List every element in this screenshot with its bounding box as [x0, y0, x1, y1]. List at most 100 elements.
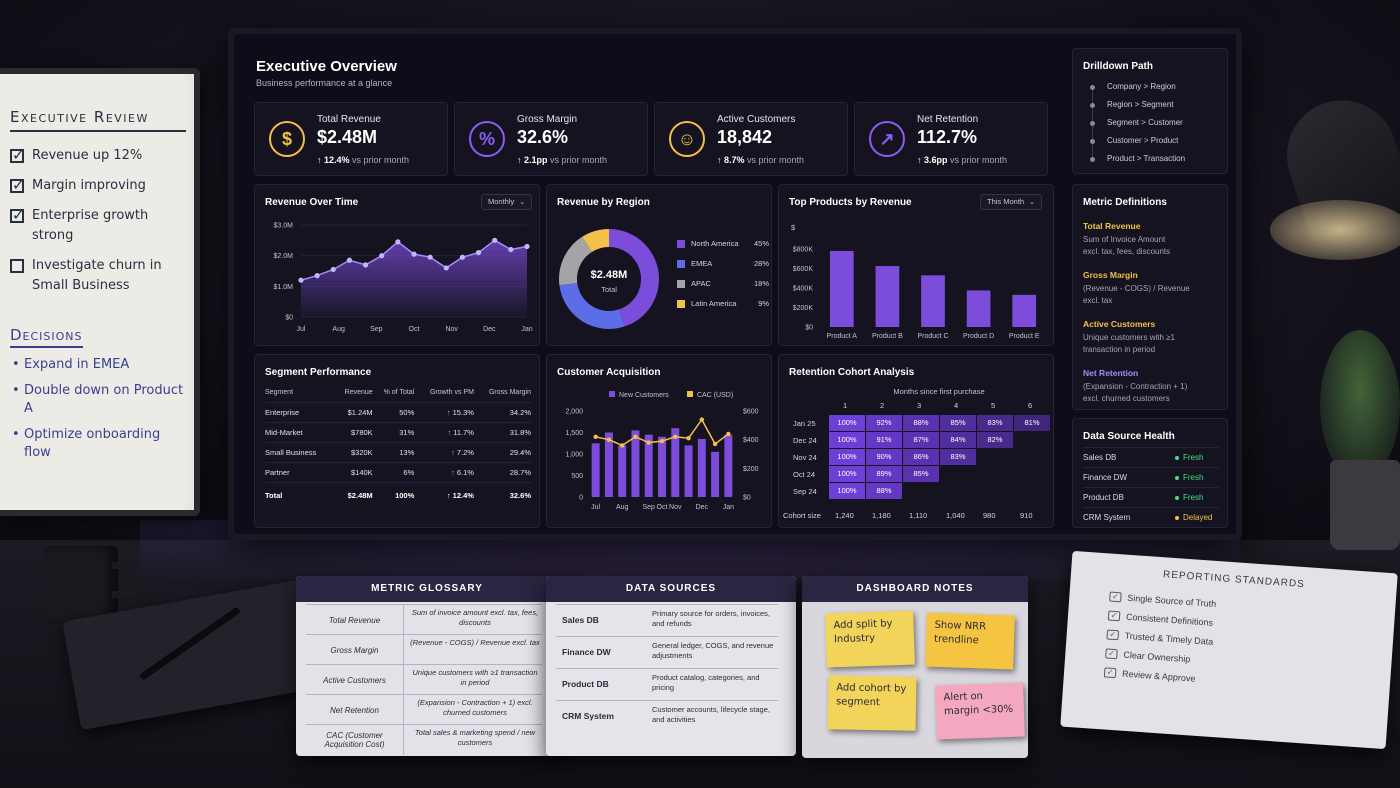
path-node-icon — [1090, 121, 1095, 126]
table-row[interactable]: Small Business $320K 13% ↑ 7.2% 29.4% — [265, 442, 531, 463]
product-bar[interactable] — [1012, 294, 1037, 327]
cell-share: 13% — [372, 442, 415, 463]
table-row[interactable]: Partner $140K 6% ↑ 6.1% 28.7% — [265, 462, 531, 483]
cohort-cell[interactable]: 100% — [829, 449, 865, 465]
check-box-icon: ✓ — [1105, 648, 1118, 660]
cohort-cell[interactable]: 91% — [866, 432, 902, 448]
new-customers-bar[interactable] — [671, 428, 680, 497]
revenue-point[interactable] — [524, 243, 530, 250]
cohort-cell[interactable]: 84% — [940, 432, 976, 448]
y-tick-label-left: 500 — [571, 473, 583, 480]
cohort-cell[interactable]: 85% — [940, 415, 976, 431]
cohort-cell[interactable]: 88% — [903, 415, 939, 431]
cohort-cell[interactable]: 100% — [829, 415, 865, 431]
drilldown-item[interactable]: Company > Region — [1107, 82, 1176, 91]
data-source-row[interactable]: Finance DW Fresh — [1083, 467, 1219, 487]
revenue-point[interactable] — [492, 237, 498, 243]
glossary-term: Total Revenue — [306, 605, 404, 635]
new-customers-bar[interactable] — [724, 434, 733, 497]
kpi-value: 18,842 — [717, 127, 773, 147]
cohort-cell[interactable]: 87% — [903, 432, 939, 448]
kpi-card[interactable]: ☺ Active Customers 18,842 ↑ 8.7% vs prior m… — [654, 102, 848, 176]
product-bar[interactable] — [921, 275, 945, 327]
revenue-point[interactable] — [459, 254, 466, 260]
cohort-cell[interactable]: 89% — [866, 466, 902, 482]
cac-point[interactable] — [659, 438, 665, 444]
cohort-cell[interactable]: 85% — [903, 466, 939, 482]
cohort-cell[interactable]: 100% — [829, 432, 865, 448]
table-row[interactable]: Mid-Market $780K 31% ↑ 11.7% 31.8% — [265, 422, 531, 443]
cac-point[interactable] — [606, 437, 612, 442]
product-bar[interactable] — [829, 250, 854, 327]
new-customers-bar[interactable] — [644, 434, 653, 497]
revenue-point[interactable] — [443, 265, 449, 271]
cohort-cell[interactable]: 83% — [977, 415, 1013, 431]
cohort-cell[interactable]: 83% — [940, 449, 976, 465]
drilldown-item[interactable]: Region > Segment — [1107, 100, 1174, 109]
cac-point[interactable] — [633, 434, 638, 439]
x-tick-label: Jan — [521, 326, 532, 333]
revenue-point[interactable] — [411, 251, 417, 257]
cac-point[interactable] — [712, 441, 718, 447]
legend-label: APAC — [691, 279, 711, 288]
data-source-row[interactable]: CRM System Delayed — [1083, 507, 1219, 527]
revenue-point[interactable] — [379, 253, 385, 259]
data-source-sheet-row: Product DB Product catalog, categories, a… — [556, 668, 778, 700]
revenue-point[interactable] — [314, 273, 320, 279]
cohort-cell[interactable]: 88% — [866, 483, 902, 499]
sticky-note: Show NRR trendline — [925, 612, 1015, 670]
cac-point[interactable] — [619, 443, 625, 448]
new-customers-bar[interactable] — [697, 438, 706, 497]
table-row[interactable]: Enterprise $1.24M 50% ↑ 15.3% 34.2% — [265, 402, 531, 423]
revenue-point[interactable] — [330, 266, 336, 273]
drilldown-item[interactable]: Product > Transaction — [1107, 154, 1186, 163]
new-customers-bar[interactable] — [591, 443, 600, 497]
donut-slice[interactable] — [582, 229, 609, 252]
donut-slice[interactable] — [609, 229, 659, 327]
cohort-cell[interactable]: 86% — [903, 449, 939, 465]
revenue-point[interactable] — [298, 277, 304, 283]
new-customers-bar[interactable] — [631, 430, 640, 497]
drilldown-item[interactable]: Segment > Customer — [1107, 118, 1183, 127]
period-dropdown[interactable]: Monthly ⌄ — [481, 194, 533, 210]
revenue-point[interactable] — [346, 257, 353, 263]
revenue-point[interactable] — [475, 250, 482, 256]
kpi-card[interactable]: ↗ Net Retention 112.7% ↑ 3.6pp vs prior mon… — [854, 102, 1048, 176]
data-source-row[interactable]: Product DB Fresh — [1083, 487, 1219, 507]
product-bar[interactable] — [875, 266, 900, 327]
period-dropdown[interactable]: This Month ⌄ — [980, 194, 1042, 210]
decision-item: Optimize onboarding flow — [10, 426, 186, 462]
cohort-cell[interactable]: 92% — [866, 415, 902, 431]
cohort-cell[interactable]: 81% — [1014, 415, 1050, 431]
cohort-row-label: Sep 24 — [793, 487, 817, 496]
new-customers-bar[interactable] — [658, 436, 666, 497]
cac-point[interactable] — [726, 431, 731, 437]
cac-point[interactable] — [699, 417, 705, 422]
total-revenue: $2.48M — [334, 482, 373, 505]
x-tick-label: Aug — [616, 504, 629, 511]
product-bar[interactable] — [966, 290, 991, 327]
revenue-point[interactable] — [508, 246, 514, 253]
cohort-cell[interactable]: 90% — [866, 449, 902, 465]
new-customers-bar[interactable] — [618, 445, 627, 497]
cohort-cell[interactable]: 100% — [829, 466, 865, 482]
revenue-point[interactable] — [395, 239, 401, 245]
new-customers-bar[interactable] — [604, 432, 613, 498]
drilldown-item[interactable]: Customer > Product — [1107, 136, 1179, 145]
cohort-cell[interactable]: 100% — [829, 483, 865, 499]
cac-point[interactable] — [646, 440, 651, 445]
data-source-row[interactable]: Sales DB Fresh — [1083, 447, 1219, 467]
new-customers-bar[interactable] — [684, 445, 693, 497]
cac-point[interactable] — [673, 434, 678, 439]
revenue-point[interactable] — [362, 262, 369, 268]
cac-point[interactable] — [686, 436, 691, 441]
donut-slice[interactable] — [559, 236, 592, 286]
new-customers-bar[interactable] — [711, 451, 720, 497]
revenue-point[interactable] — [427, 254, 433, 260]
donut-slice[interactable] — [559, 283, 625, 329]
cac-point[interactable] — [593, 434, 598, 439]
kpi-card[interactable]: $ Total Revenue $2.48M ↑ 12.4% vs prior mon… — [254, 102, 448, 176]
status-text: Delayed — [1183, 513, 1213, 522]
kpi-card[interactable]: % Gross Margin 32.6% ↑ 2.1pp vs prior month — [454, 102, 648, 176]
cohort-cell[interactable]: 82% — [977, 432, 1013, 448]
